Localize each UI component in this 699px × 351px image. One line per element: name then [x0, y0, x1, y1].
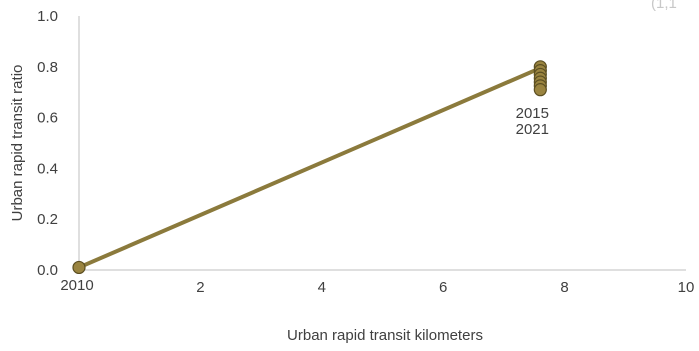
x-tick-label: 4: [318, 279, 326, 296]
data-point: [72, 260, 86, 275]
y-tick-label: 0.8: [37, 59, 58, 76]
corner-annotation: (1,1: [651, 0, 677, 12]
trend-line-group: [77, 66, 543, 270]
x-axis-ticks: 2 4 6 8 10: [196, 279, 694, 296]
x-tick-label: 2: [196, 279, 204, 296]
trend-line: [77, 66, 543, 270]
y-tick-label: 0.2: [37, 211, 58, 228]
x-tick-label: 8: [560, 279, 568, 296]
point-label: 2021: [516, 121, 549, 138]
y-tick-label: 1.0: [37, 8, 58, 25]
x-tick-label: 6: [439, 279, 447, 296]
point-label: 2015: [516, 105, 549, 122]
y-tick-label: 0.4: [37, 160, 58, 177]
y-tick-label: 0.6: [37, 110, 58, 127]
point-label: 2010: [60, 277, 93, 294]
data-point: [533, 83, 547, 97]
y-tick-label: 0.0: [37, 262, 58, 279]
y-axis-ticks: 0.0 0.2 0.4 0.6 0.8 1.0: [37, 8, 58, 279]
x-tick-label: 10: [678, 279, 695, 296]
x-axis-title: Urban rapid transit kilometers: [287, 327, 483, 344]
y-axis-title: Urban rapid transit ratio: [9, 65, 26, 222]
data-points: [72, 60, 547, 275]
